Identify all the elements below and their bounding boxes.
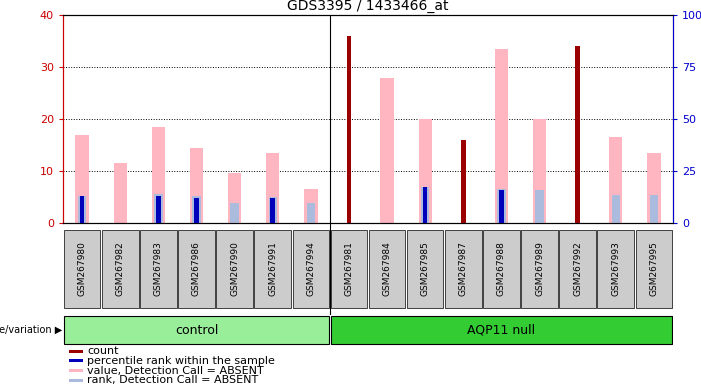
Bar: [536, 190, 544, 223]
Text: GSM267995: GSM267995: [649, 242, 658, 296]
Bar: [418, 119, 432, 223]
Text: GSM267987: GSM267987: [459, 242, 468, 296]
Bar: [64, 316, 329, 344]
Bar: [597, 230, 634, 308]
Text: GSM267989: GSM267989: [535, 242, 544, 296]
Bar: [266, 153, 280, 223]
Text: GSM267990: GSM267990: [230, 242, 239, 296]
Bar: [64, 230, 100, 308]
Bar: [217, 230, 253, 308]
Bar: [533, 119, 546, 223]
Bar: [423, 187, 428, 223]
Bar: [69, 379, 83, 382]
Bar: [347, 36, 351, 223]
Bar: [331, 230, 367, 308]
Bar: [407, 230, 444, 308]
Bar: [154, 194, 163, 223]
Bar: [69, 369, 83, 372]
Bar: [647, 153, 660, 223]
Bar: [499, 190, 504, 223]
Bar: [636, 230, 672, 308]
Bar: [192, 196, 200, 223]
Title: GDS3395 / 1433466_at: GDS3395 / 1433466_at: [287, 0, 449, 13]
Bar: [495, 49, 508, 223]
Bar: [271, 198, 275, 223]
Text: GSM267981: GSM267981: [344, 242, 353, 296]
Bar: [140, 230, 177, 308]
Text: GSM267992: GSM267992: [573, 242, 582, 296]
Bar: [292, 230, 329, 308]
Bar: [194, 198, 199, 223]
Text: AQP11 null: AQP11 null: [468, 324, 536, 337]
Bar: [461, 140, 465, 223]
Bar: [69, 359, 83, 362]
Text: percentile rank within the sample: percentile rank within the sample: [88, 356, 275, 366]
Bar: [304, 189, 318, 223]
Bar: [78, 196, 86, 223]
Bar: [231, 203, 239, 223]
Text: control: control: [175, 324, 218, 337]
Text: GSM267991: GSM267991: [268, 242, 277, 296]
Bar: [190, 147, 203, 223]
Bar: [69, 350, 83, 353]
Text: GSM267984: GSM267984: [383, 242, 392, 296]
Bar: [576, 183, 580, 223]
Bar: [421, 187, 430, 223]
Text: GSM267993: GSM267993: [611, 242, 620, 296]
Bar: [497, 189, 505, 223]
Text: GSM267985: GSM267985: [421, 242, 430, 296]
Bar: [347, 190, 351, 223]
Bar: [369, 230, 405, 308]
Bar: [522, 230, 558, 308]
Bar: [102, 230, 139, 308]
Bar: [611, 195, 620, 223]
Bar: [609, 137, 622, 223]
Bar: [381, 78, 394, 223]
Text: GSM267994: GSM267994: [306, 242, 315, 296]
Text: GSM267988: GSM267988: [497, 242, 506, 296]
Bar: [178, 230, 215, 308]
Text: value, Detection Call = ABSENT: value, Detection Call = ABSENT: [88, 366, 264, 376]
Bar: [76, 135, 89, 223]
Bar: [228, 174, 241, 223]
Text: GSM267986: GSM267986: [192, 242, 201, 296]
Bar: [461, 196, 465, 223]
Bar: [331, 316, 672, 344]
Text: count: count: [88, 346, 119, 356]
Bar: [151, 127, 165, 223]
Bar: [254, 230, 291, 308]
Bar: [80, 196, 84, 223]
Text: GSM267980: GSM267980: [78, 242, 87, 296]
Text: genotype/variation ▶: genotype/variation ▶: [0, 325, 62, 335]
Text: GSM267983: GSM267983: [154, 242, 163, 296]
Bar: [268, 197, 277, 223]
Bar: [156, 196, 161, 223]
Bar: [559, 230, 596, 308]
Bar: [650, 195, 658, 223]
Bar: [114, 163, 127, 223]
Bar: [445, 230, 482, 308]
Bar: [306, 203, 315, 223]
Bar: [483, 230, 519, 308]
Bar: [576, 46, 580, 223]
Text: rank, Detection Call = ABSENT: rank, Detection Call = ABSENT: [88, 375, 259, 384]
Text: GSM267982: GSM267982: [116, 242, 125, 296]
